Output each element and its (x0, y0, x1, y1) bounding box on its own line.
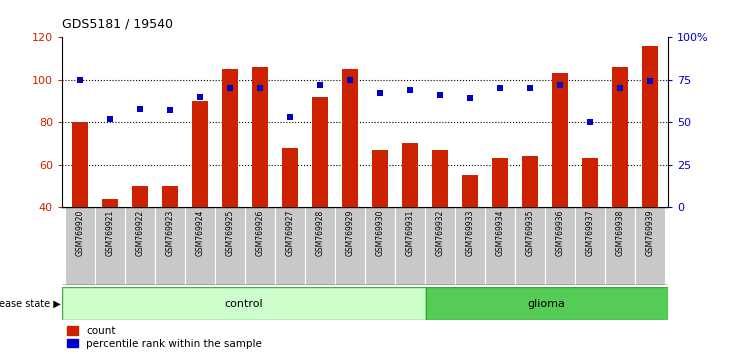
Bar (185, 207, 215, 285)
Bar (515, 207, 545, 285)
Bar (545, 207, 575, 285)
Bar (62, 287, 426, 320)
Bar (522, 156, 538, 207)
Bar (575, 207, 605, 285)
Bar (162, 186, 178, 207)
Bar (485, 207, 515, 285)
Text: GSM769922: GSM769922 (136, 210, 145, 256)
Bar (132, 186, 148, 207)
Text: glioma: glioma (528, 298, 566, 309)
Text: GSM769926: GSM769926 (255, 210, 264, 256)
Legend: count, percentile rank within the sample: count, percentile rank within the sample (67, 326, 262, 349)
Text: GSM769930: GSM769930 (375, 210, 385, 256)
Bar (275, 207, 305, 285)
Text: GDS5181 / 19540: GDS5181 / 19540 (62, 18, 173, 31)
Text: GSM769920: GSM769920 (75, 210, 85, 256)
Bar (431, 150, 448, 207)
Text: GSM769936: GSM769936 (556, 210, 564, 256)
Text: GSM769921: GSM769921 (106, 210, 115, 256)
Text: GSM769937: GSM769937 (585, 210, 594, 256)
Text: GSM769932: GSM769932 (436, 210, 445, 256)
Bar (552, 73, 568, 207)
Text: control: control (225, 298, 263, 309)
Bar (582, 158, 598, 207)
Bar (342, 69, 358, 207)
Bar (252, 67, 268, 207)
Text: GSM769925: GSM769925 (226, 210, 234, 256)
Bar (215, 207, 245, 285)
Bar (101, 199, 118, 207)
Text: GSM769928: GSM769928 (315, 210, 325, 256)
Bar (155, 207, 185, 285)
Text: GSM769935: GSM769935 (526, 210, 534, 256)
Bar (335, 207, 365, 285)
Bar (462, 175, 478, 207)
Text: GSM769929: GSM769929 (345, 210, 355, 256)
Bar (125, 207, 155, 285)
Text: GSM769923: GSM769923 (166, 210, 174, 256)
Bar (312, 97, 328, 207)
Text: disease state ▶: disease state ▶ (0, 298, 61, 309)
Text: GSM769938: GSM769938 (615, 210, 624, 256)
Bar (222, 69, 238, 207)
Bar (95, 207, 125, 285)
Bar (365, 207, 395, 285)
Text: GSM769924: GSM769924 (196, 210, 204, 256)
Bar (282, 148, 299, 207)
Bar (635, 207, 665, 285)
Text: GSM769931: GSM769931 (405, 210, 415, 256)
Bar (65, 207, 95, 285)
Text: GSM769933: GSM769933 (466, 210, 474, 256)
Bar (455, 207, 485, 285)
Bar (425, 207, 455, 285)
Bar (642, 46, 658, 207)
Bar (72, 122, 88, 207)
Bar (372, 150, 388, 207)
Bar (395, 207, 425, 285)
Bar (612, 67, 629, 207)
Bar (605, 207, 635, 285)
Bar (305, 207, 335, 285)
Bar (492, 158, 508, 207)
Text: GSM769939: GSM769939 (645, 210, 655, 256)
Bar (426, 287, 668, 320)
Bar (192, 101, 208, 207)
Text: GSM769934: GSM769934 (496, 210, 504, 256)
Bar (402, 143, 418, 207)
Bar (245, 207, 275, 285)
Text: GSM769927: GSM769927 (285, 210, 294, 256)
